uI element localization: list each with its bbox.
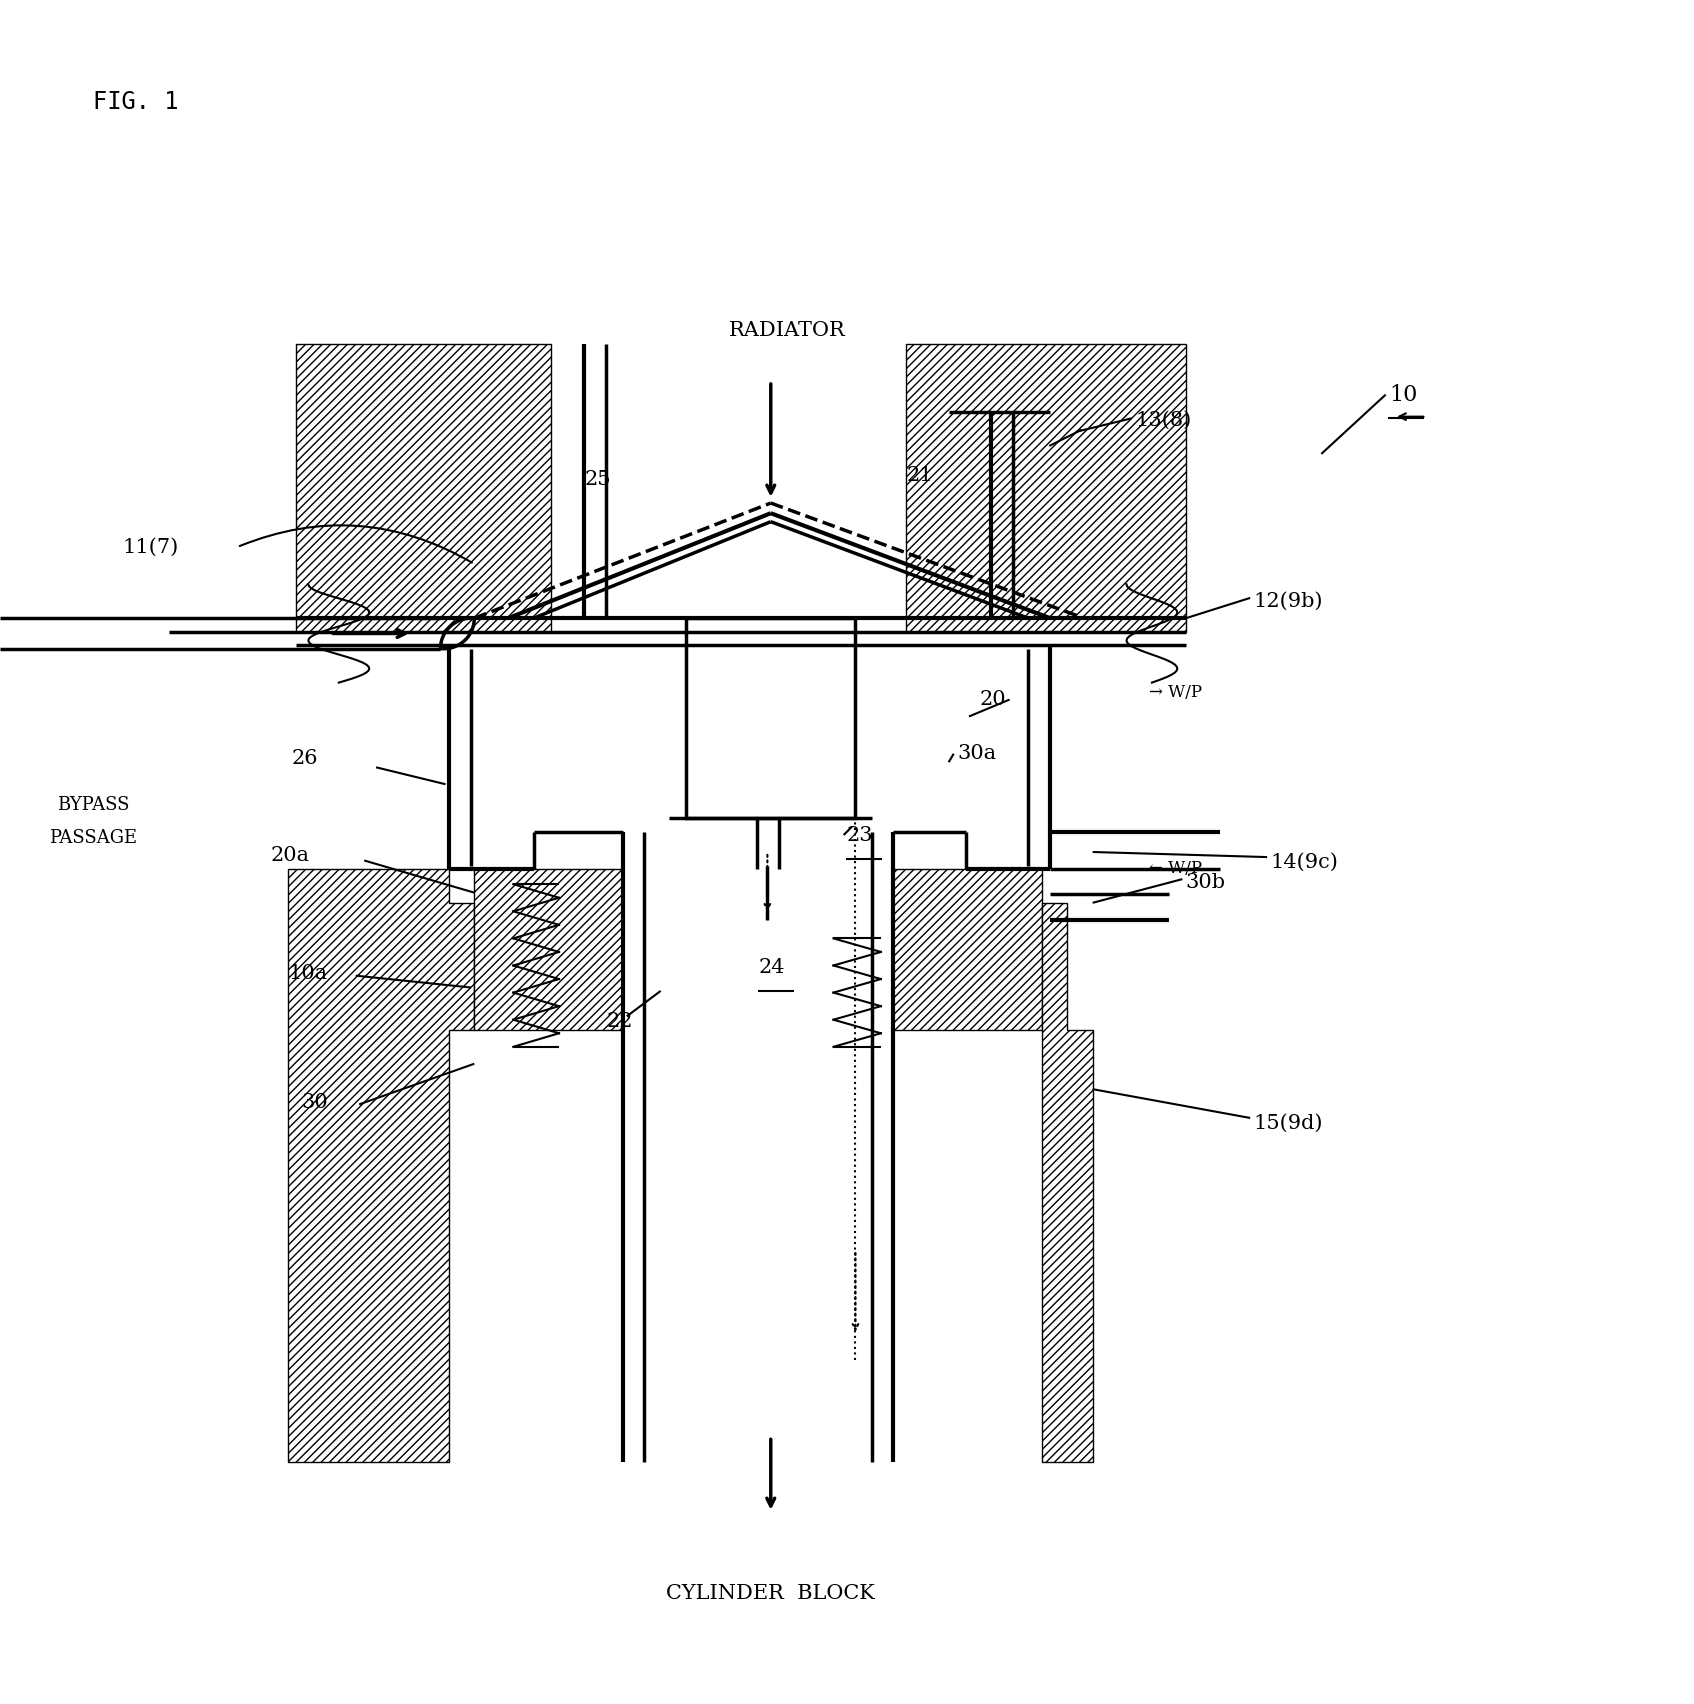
Text: 26: 26 xyxy=(291,750,318,769)
Text: 14(9c): 14(9c) xyxy=(1270,852,1338,872)
Text: 12(9b): 12(9b) xyxy=(1254,591,1323,610)
Text: 30a: 30a xyxy=(957,745,996,763)
Text: 24: 24 xyxy=(759,958,786,976)
Text: 30b: 30b xyxy=(1186,872,1226,891)
Polygon shape xyxy=(1042,903,1093,1462)
Text: BYPASS: BYPASS xyxy=(58,796,129,813)
Polygon shape xyxy=(474,869,623,1029)
Text: 25: 25 xyxy=(584,470,612,489)
Text: 10a: 10a xyxy=(288,964,327,983)
Text: ← W/P: ← W/P xyxy=(1149,861,1201,878)
Text: 30: 30 xyxy=(302,1094,329,1113)
Polygon shape xyxy=(288,869,474,1462)
Text: 21: 21 xyxy=(906,467,933,486)
Text: 15(9d): 15(9d) xyxy=(1254,1113,1323,1133)
Text: 13(8): 13(8) xyxy=(1135,411,1191,429)
Text: 10: 10 xyxy=(1389,383,1418,406)
Polygon shape xyxy=(893,869,1042,1029)
Polygon shape xyxy=(296,344,551,632)
Text: 20: 20 xyxy=(979,690,1006,709)
Text: 11(7): 11(7) xyxy=(122,537,178,557)
Text: 23: 23 xyxy=(847,825,874,845)
Text: PASSAGE: PASSAGE xyxy=(49,830,137,847)
Text: RADIATOR: RADIATOR xyxy=(730,320,845,339)
Bar xyxy=(686,619,855,818)
Text: → W/P: → W/P xyxy=(1149,685,1201,702)
Text: FIG. 1: FIG. 1 xyxy=(93,90,178,114)
Text: 20a: 20a xyxy=(271,845,310,866)
Text: CYLINDER  BLOCK: CYLINDER BLOCK xyxy=(666,1585,876,1603)
Text: 22: 22 xyxy=(606,1012,634,1031)
Polygon shape xyxy=(906,344,1186,632)
